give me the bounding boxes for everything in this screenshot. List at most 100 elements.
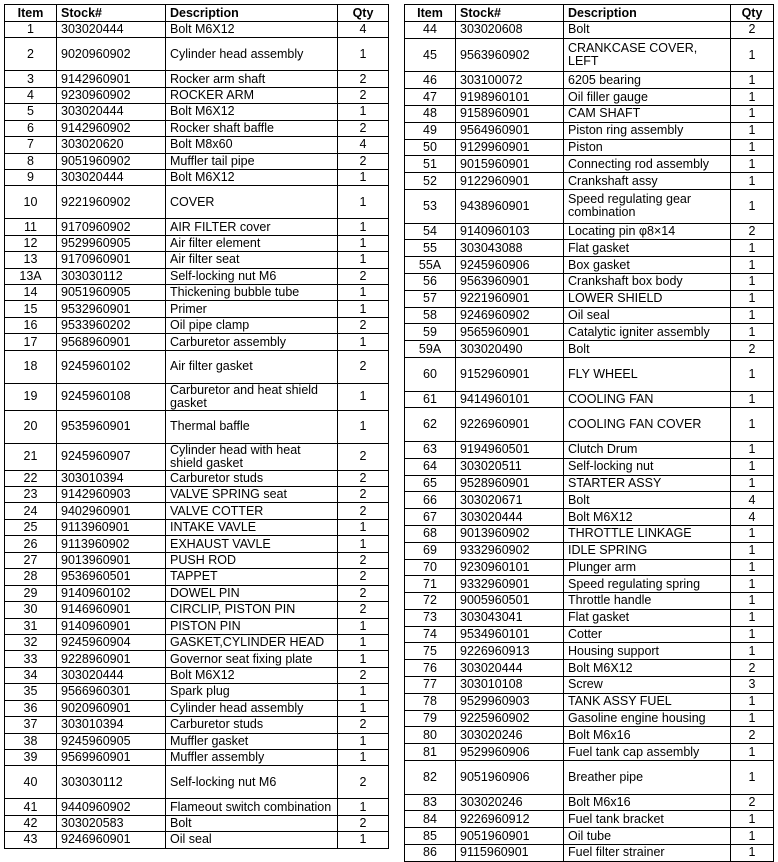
item: 41 (4, 798, 57, 816)
item: 72 (404, 592, 456, 610)
part-row: 33 9228960901 Governor seat fixing plate 1 (4, 650, 389, 668)
stock-number: 9170960902 (56, 218, 166, 236)
part-row: 17 9568960901 Carburetor assembly 1 (4, 333, 389, 351)
qty: 1 (337, 798, 389, 816)
stock-number: 303020246 (455, 793, 564, 812)
qty: 1 (337, 535, 389, 553)
description: Oil tube (563, 827, 731, 846)
part-row: 57 9221960901 LOWER SHIELD 1 (404, 289, 774, 308)
stock-number: 9140960901 (56, 617, 166, 635)
qty: 1 (730, 88, 774, 106)
qty: 1 (730, 524, 774, 543)
qty: 1 (337, 333, 389, 351)
part-row: 23 9142960903 VALVE SPRING seat 2 (4, 485, 389, 504)
qty: 2 (730, 21, 774, 39)
stock-number: 303020620 (56, 136, 166, 154)
description: CAM SHAFT (563, 104, 731, 123)
description: INTAKE VAVLE (165, 518, 338, 537)
description: TANK ASSY FUEL (563, 692, 731, 711)
part-row: 77 303010108 Screw 3 (404, 676, 774, 694)
stock-number: 9533960202 (56, 316, 166, 335)
description: Crankshaft box body (563, 272, 731, 291)
item: 27 (4, 551, 57, 570)
item: 2 (4, 37, 57, 72)
qty: 1 (337, 617, 389, 635)
stock-number: 303020583 (56, 814, 166, 833)
item: 49 (404, 121, 456, 140)
qty: 1 (730, 457, 774, 476)
item: 76 (404, 659, 456, 678)
part-row: 11 9170960902 AIR FILTER cover 1 (4, 218, 389, 236)
item: 38 (4, 732, 57, 751)
description: Piston (563, 138, 731, 157)
stock-number: 9051960901 (455, 827, 564, 846)
description: Bolt (563, 340, 731, 358)
stock-number: 9015960901 (455, 155, 564, 174)
part-row: 65 9528960901 STARTER ASSY 1 (404, 474, 774, 493)
description: Cylinder head assembly (165, 699, 338, 718)
stock-number: 9246960902 (455, 306, 564, 325)
part-row: 64 303020511 Self-locking nut 1 (404, 457, 774, 476)
qty: 1 (730, 844, 774, 862)
item: 17 (4, 333, 57, 351)
stock-number: 303030112 (56, 267, 166, 286)
item: 7 (4, 136, 57, 154)
qty: 1 (337, 284, 389, 302)
part-row: 13 9170960901 Air filter seat 1 (4, 251, 389, 269)
stock-number: 303020444 (56, 666, 166, 685)
description: Flat gasket (563, 239, 731, 258)
part-row: 4 9230960902 ROCKER ARM 2 (4, 86, 389, 105)
stock-number: 9115960901 (455, 844, 564, 862)
qty: 2 (337, 584, 389, 603)
description: Self-locking nut M6 (165, 765, 338, 800)
stock-number: 303020608 (455, 21, 564, 39)
item: 55A (404, 256, 456, 274)
qty: 1 (337, 683, 389, 701)
part-row: 2 9020960902 Cylinder head assembly 1 (4, 37, 389, 72)
part-row: 49 9564960901 Piston ring assembly 1 (404, 121, 774, 140)
description: PUSH ROD (165, 551, 338, 570)
description: AIR FILTER cover (165, 218, 338, 236)
item: 26 (4, 535, 57, 553)
item: 52 (404, 172, 456, 190)
stock-number: 9529960905 (56, 234, 166, 253)
qty: 1 (730, 37, 774, 73)
item: 28 (4, 568, 57, 586)
item: 3 (4, 70, 57, 88)
qty: 1 (337, 103, 389, 121)
description: Bolt M6X12 (165, 168, 338, 187)
qty: 1 (730, 692, 774, 711)
part-row: 8 9051960902 Muffler tail pipe 2 (4, 152, 389, 170)
description: Thickening bubble tube (165, 284, 338, 302)
qty: 1 (730, 138, 774, 157)
stock-number: 9536960501 (56, 568, 166, 586)
part-row: 67 303020444 Bolt M6X12 4 (404, 508, 774, 526)
description: Bolt (563, 491, 731, 510)
part-row: 59A 303020490 Bolt 2 (404, 340, 774, 358)
qty: 1 (730, 440, 774, 459)
item: 74 (404, 625, 456, 644)
description: Bolt M8x60 (165, 136, 338, 154)
item: 58 (404, 306, 456, 325)
qty: 1 (730, 709, 774, 728)
part-row: 21 9245960907 Cylinder head with heat shie… (4, 442, 389, 471)
part-row: 56 9563960901 Crankshaft box body 1 (404, 272, 774, 291)
item: 86 (404, 844, 456, 862)
description: Muffler assembly (165, 748, 338, 767)
part-row: 19 9245960108 Carburetor and heat shield g… (4, 382, 389, 411)
qty: 2 (730, 726, 774, 745)
item: 44 (404, 21, 456, 39)
qty: 4 (730, 491, 774, 510)
item: 1 (4, 20, 57, 39)
stock-number: 9146960901 (56, 601, 166, 619)
description: COOLING FAN COVER (563, 407, 731, 442)
qty: 1 (730, 390, 774, 409)
item: 32 (4, 633, 57, 652)
item: 30 (4, 601, 57, 619)
description: Bolt M6X12 (165, 666, 338, 685)
part-row: 63 9194960501 Clutch Drum 1 (404, 440, 774, 459)
stock-number: 303020671 (455, 491, 564, 510)
qty: 1 (337, 409, 389, 444)
description: Oil pipe clamp (165, 316, 338, 335)
item: 6 (4, 119, 57, 138)
